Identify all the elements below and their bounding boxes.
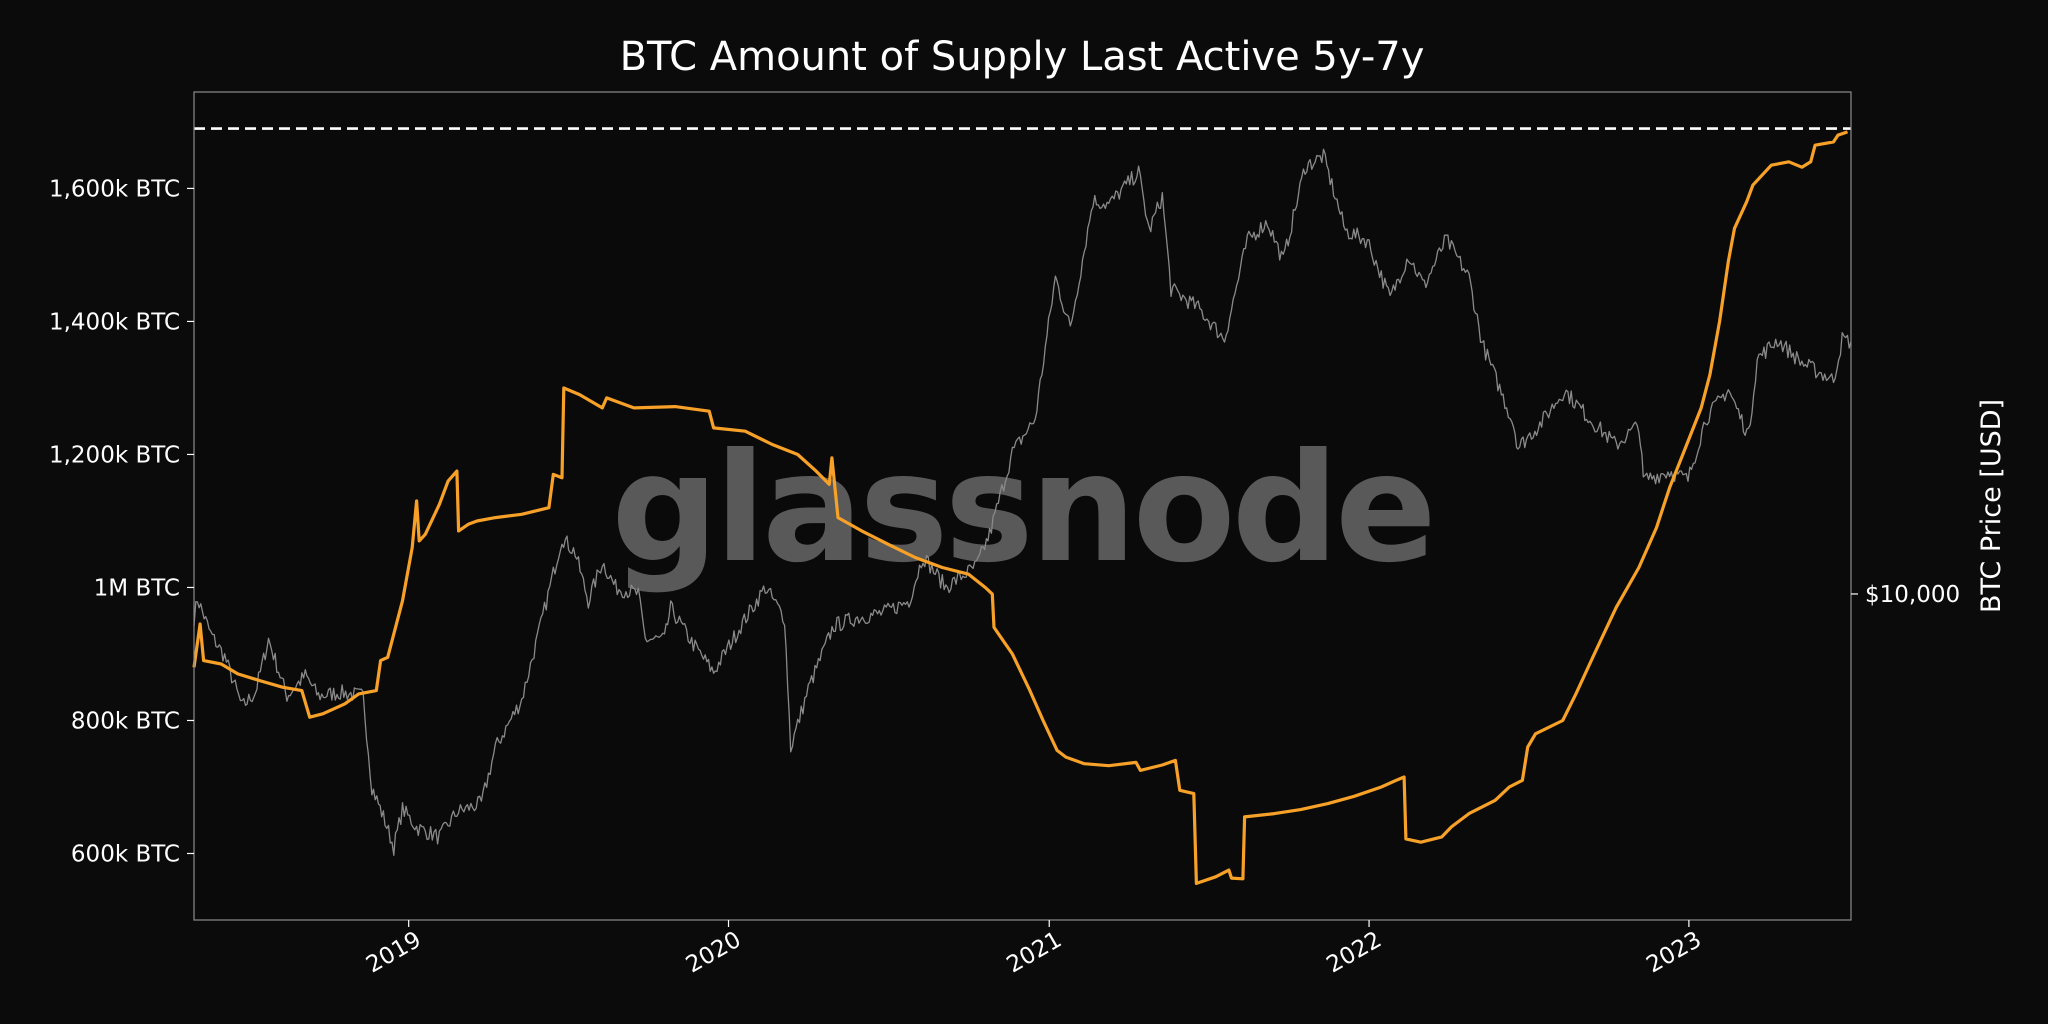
y-left-tick-label: 600k BTC (71, 841, 180, 867)
y-left-tick-label: 1M BTC (94, 575, 180, 601)
y-axis-right-label: BTC Price [USD] (1976, 399, 2007, 613)
y-left-tick-label: 1,200k BTC (49, 442, 180, 468)
price-series (193, 148, 1852, 856)
chart-title: BTC Amount of Supply Last Active 5y-7y (620, 34, 1425, 80)
y-axis-left: 600k BTC 800k BTC 1M BTC 1,200k BTC 1,400k B… (49, 176, 194, 867)
y-left-tick-label: 1,400k BTC (49, 309, 180, 335)
y-right-tick-label: $10,000 (1865, 582, 1960, 608)
price-line (193, 148, 1852, 856)
y-left-tick-label: 800k BTC (71, 708, 180, 734)
watermark: glassnode (611, 422, 1433, 596)
plot-area (194, 92, 1851, 920)
plot-frame (193, 91, 1852, 921)
y-left-tick-label: 1,600k BTC (49, 176, 180, 202)
y-axis-right: $10,000 (1851, 582, 1960, 608)
supply-series (192, 130, 1849, 886)
supply-line (192, 130, 1849, 886)
